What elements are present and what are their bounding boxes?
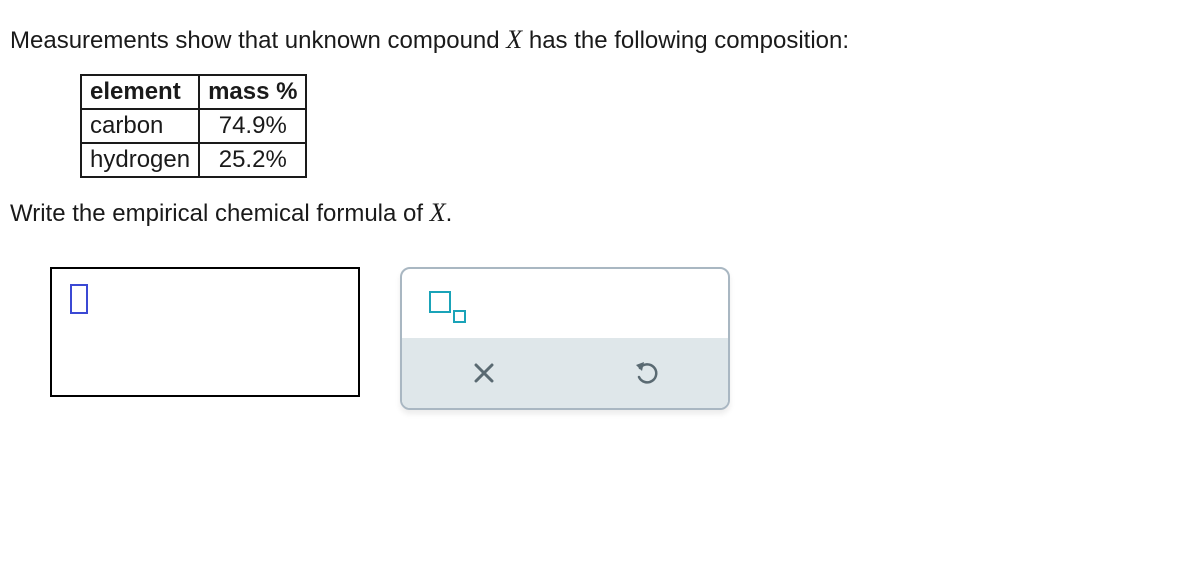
formula-toolbox <box>400 267 730 410</box>
cell-element: carbon <box>81 109 199 143</box>
header-element: element <box>81 75 199 109</box>
question-prompt: Write the empirical chemical formula of … <box>10 193 1190 232</box>
close-icon <box>472 361 496 385</box>
cell-mass: 25.2% <box>199 143 306 177</box>
prompt-before: Write the empirical chemical formula of <box>10 200 430 227</box>
table-row: hydrogen 25.2% <box>81 143 306 177</box>
subscript-sub-icon <box>453 310 466 323</box>
variable-x: X <box>506 25 522 54</box>
subscript-base-icon <box>429 291 451 313</box>
header-mass: mass % <box>199 75 306 109</box>
table-header-row: element mass % <box>81 75 306 109</box>
prompt-after: . <box>446 200 453 227</box>
intro-after: has the following composition: <box>522 27 849 54</box>
clear-button[interactable] <box>467 356 501 390</box>
cell-element: hydrogen <box>81 143 199 177</box>
composition-table: element mass % carbon 74.9% hydrogen 25.… <box>80 74 307 178</box>
input-cursor <box>70 284 88 314</box>
variable-x-2: X <box>430 198 446 227</box>
question-intro: Measurements show that unknown compound … <box>10 20 1190 59</box>
answer-row <box>50 267 1190 410</box>
cell-mass: 74.9% <box>199 109 306 143</box>
undo-button[interactable] <box>630 356 664 390</box>
intro-text: Measurements show that unknown compound <box>10 27 506 54</box>
subscript-button[interactable] <box>427 289 461 323</box>
table-row: carbon 74.9% <box>81 109 306 143</box>
answer-input[interactable] <box>50 267 360 397</box>
undo-icon <box>633 359 661 387</box>
toolbox-top <box>402 269 728 338</box>
toolbox-bottom <box>402 338 728 408</box>
